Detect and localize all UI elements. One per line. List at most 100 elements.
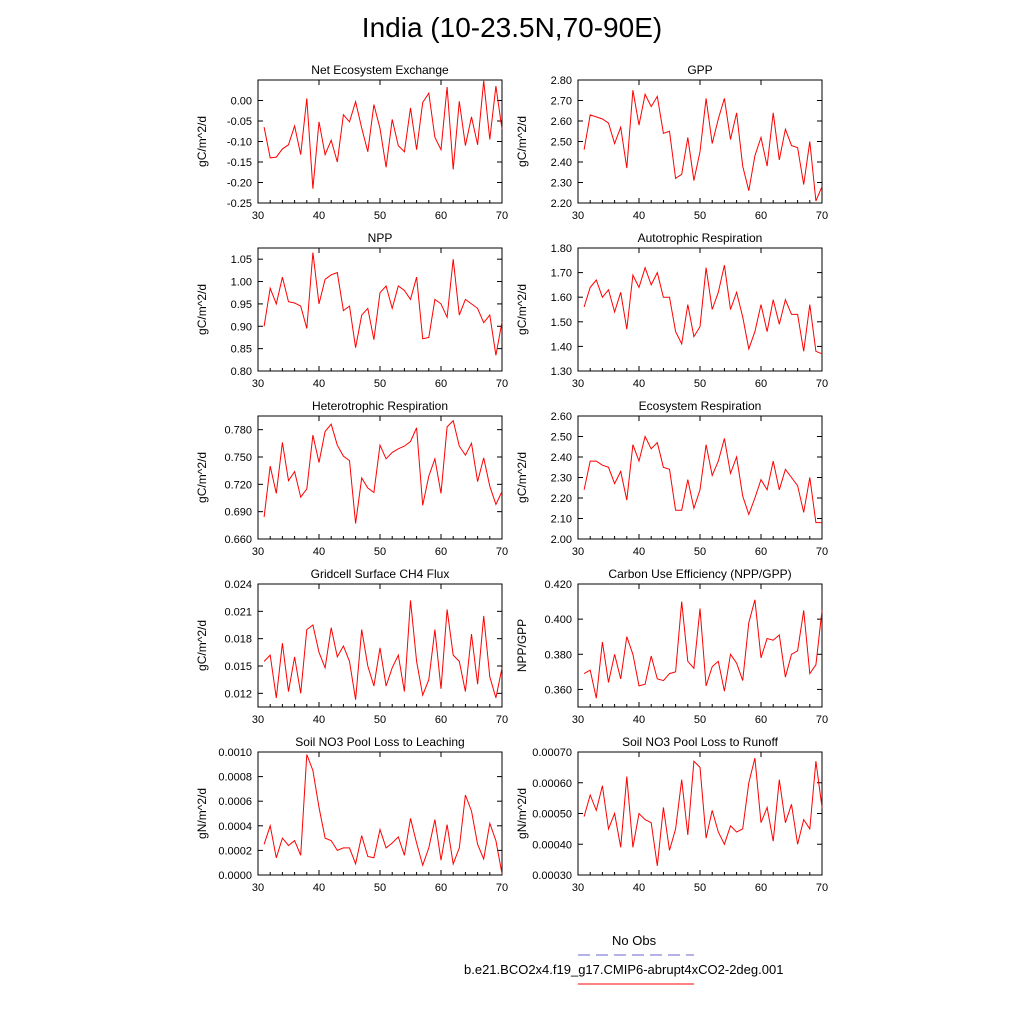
y-axis-label: gC/m^2/d [515, 284, 529, 335]
x-tick-label: 70 [496, 714, 508, 726]
y-tick-label: 0.024 [224, 579, 252, 591]
panel-5: Heterotrophic Respiration gC/m^2/d 30 40 50 6… [195, 399, 508, 558]
plot-frame [577, 79, 823, 204]
y-tick-label: 2.60 [551, 411, 572, 423]
y-tick-label: 1.05 [231, 254, 252, 266]
y-axis-label: gC/m^2/d [195, 452, 209, 503]
x-tick-label: 50 [694, 210, 706, 222]
series-line [263, 252, 503, 356]
panel-6: Ecosystem Respiration gC/m^2/d 30 40 50 60 70 2… [515, 399, 828, 558]
y-tick-label: 0.018 [224, 634, 252, 646]
y-tick-label: 0.720 [224, 479, 252, 491]
series-line [583, 435, 822, 524]
y-tick-label: 0.00050 [532, 809, 572, 821]
y-tick-label: 0.380 [544, 649, 572, 661]
x-tick-label: 40 [313, 378, 325, 390]
x-tick-label: 50 [374, 378, 386, 390]
y-tick-label: 0.0008 [218, 772, 252, 784]
panel-title: Gridcell Surface CH4 Flux [311, 567, 450, 581]
y-tick-label: 0.80 [231, 366, 252, 378]
y-tick-label: 0.0002 [218, 845, 252, 857]
x-tick-label: 60 [755, 714, 767, 726]
x-tick-label: 70 [496, 546, 508, 558]
y-axis-label: gC/m^2/d [515, 116, 529, 167]
y-axis-label: NPP/GPP [515, 619, 529, 672]
x-tick-label: 60 [755, 378, 767, 390]
y-tick-label: -0.20 [227, 178, 252, 190]
panel-title: Net Ecosystem Exchange [311, 63, 449, 77]
y-tick-label: 0.015 [224, 661, 252, 673]
x-tick-label: 60 [755, 882, 767, 894]
series-line [583, 599, 823, 699]
plot-frame [257, 751, 503, 876]
y-tick-label: -0.05 [227, 116, 252, 128]
x-tick-label: 40 [633, 378, 645, 390]
y-tick-label: 0.400 [544, 614, 572, 626]
y-tick-label: 2.50 [551, 432, 572, 444]
x-tick-label: 40 [313, 210, 325, 222]
x-tick-label: 70 [816, 882, 828, 894]
y-tick-label: 1.00 [231, 277, 252, 289]
y-tick-label: 1.60 [551, 292, 572, 304]
x-tick-label: 70 [496, 210, 508, 222]
y-tick-label: 0.012 [224, 688, 252, 700]
y-axis-label: gC/m^2/d [195, 284, 209, 335]
y-tick-label: 2.60 [551, 116, 572, 128]
y-tick-label: 2.80 [551, 75, 572, 87]
y-tick-label: 2.40 [551, 452, 572, 464]
y-tick-label: 2.30 [551, 473, 572, 485]
y-axis-label: gN/m^2/d [195, 788, 209, 839]
x-tick-label: 60 [435, 714, 447, 726]
x-tick-label: 40 [633, 546, 645, 558]
series-line [583, 757, 823, 866]
page-title: India (10-23.5N,70-90E) [361, 12, 663, 43]
plot-frame [257, 247, 503, 372]
y-tick-label: 0.00060 [532, 778, 572, 790]
x-tick-label: 70 [496, 882, 508, 894]
series-line [263, 600, 503, 700]
panel-title: Ecosystem Respiration [639, 399, 762, 413]
x-tick-label: 30 [252, 378, 264, 390]
x-tick-label: 30 [572, 210, 584, 222]
plot-frame [577, 247, 823, 372]
y-tick-label: 0.85 [231, 344, 252, 356]
x-tick-label: 60 [755, 546, 767, 558]
panel-10: Soil NO3 Pool Loss to Runoff gN/m^2/d 30 40… [515, 735, 828, 894]
panel-title: Carbon Use Efficiency (NPP/GPP) [608, 567, 791, 581]
y-tick-label: 2.20 [551, 198, 572, 210]
y-tick-label: 0.0004 [218, 821, 252, 833]
panel-title: GPP [687, 63, 712, 77]
y-tick-label: 0.00070 [532, 747, 572, 759]
x-tick-label: 40 [313, 882, 325, 894]
series-line [263, 754, 503, 874]
x-tick-label: 50 [374, 882, 386, 894]
y-tick-label: -0.10 [227, 137, 252, 149]
series-line [583, 90, 823, 202]
y-tick-label: 0.00040 [532, 839, 572, 851]
series-line [263, 80, 503, 189]
panel-4: Autotrophic Respiration gC/m^2/d 30 40 50 60 7… [515, 231, 828, 390]
plot-frame [257, 79, 503, 204]
x-tick-label: 30 [572, 882, 584, 894]
x-tick-label: 70 [816, 378, 828, 390]
y-tick-label: 0.420 [544, 579, 572, 591]
x-tick-label: 50 [374, 546, 386, 558]
x-tick-label: 50 [694, 378, 706, 390]
x-tick-label: 60 [435, 882, 447, 894]
x-tick-label: 70 [816, 714, 828, 726]
y-tick-label: 0.00 [231, 96, 252, 108]
x-tick-label: 50 [374, 210, 386, 222]
panel-2: GPP gC/m^2/d 30 40 50 60 70 2.80 2.70 2.60 2.50 2.4… [515, 63, 828, 222]
panel-title: Heterotrophic Respiration [312, 399, 448, 413]
x-tick-label: 30 [572, 378, 584, 390]
plot-frame [257, 415, 503, 540]
x-tick-label: 50 [694, 882, 706, 894]
y-tick-label: 2.00 [551, 534, 572, 546]
y-tick-label: 0.00030 [532, 870, 572, 882]
panel-8: Carbon Use Efficiency (NPP/GPP) NPP/GPP 30… [515, 567, 828, 726]
y-tick-label: 0.750 [224, 452, 252, 464]
y-axis-label: gC/m^2/d [195, 116, 209, 167]
y-tick-label: 0.95 [231, 299, 252, 311]
x-tick-label: 60 [435, 378, 447, 390]
y-tick-label: 2.70 [551, 96, 572, 108]
